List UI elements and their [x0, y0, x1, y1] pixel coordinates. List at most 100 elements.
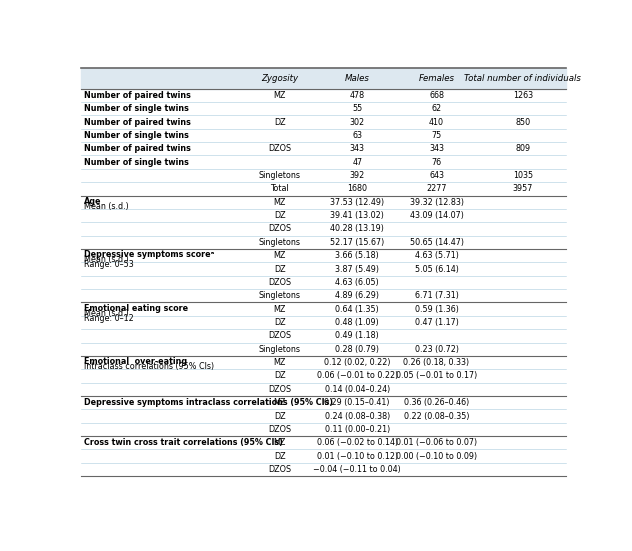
Text: DZOS: DZOS: [268, 278, 291, 287]
Text: MZ: MZ: [274, 358, 286, 367]
Text: 47: 47: [352, 158, 362, 166]
Text: MZ: MZ: [274, 198, 286, 207]
Text: 0.12 (0.02, 0.22): 0.12 (0.02, 0.22): [324, 358, 391, 367]
Text: 0.11 (0.00–0.21): 0.11 (0.00–0.21): [325, 425, 390, 434]
Text: 0.23 (0.72): 0.23 (0.72): [415, 345, 459, 354]
Text: DZOS: DZOS: [268, 425, 291, 434]
Text: Number of single twins: Number of single twins: [84, 131, 189, 140]
Text: 343: 343: [429, 144, 444, 153]
Text: 2277: 2277: [427, 185, 447, 193]
Text: DZOS: DZOS: [268, 331, 291, 341]
Text: 62: 62: [432, 104, 442, 113]
Text: 75: 75: [432, 131, 442, 140]
Text: MZ: MZ: [274, 398, 286, 407]
Text: 52.17 (15.67): 52.17 (15.67): [330, 238, 384, 247]
Text: 39.41 (13.02): 39.41 (13.02): [331, 211, 384, 220]
Text: Singletons: Singletons: [259, 171, 301, 180]
Text: 3.66 (5.18): 3.66 (5.18): [336, 251, 379, 260]
Text: 850: 850: [515, 117, 530, 127]
Text: 0.06 (−0.02 to 0.14): 0.06 (−0.02 to 0.14): [317, 438, 398, 447]
Text: Age: Age: [84, 197, 101, 206]
Text: 43.09 (14.07): 43.09 (14.07): [410, 211, 463, 220]
Text: Singletons: Singletons: [259, 345, 301, 354]
Text: DZ: DZ: [274, 318, 286, 327]
Text: 5.05 (6.14): 5.05 (6.14): [415, 264, 458, 273]
Text: 76: 76: [432, 158, 442, 166]
Text: 3957: 3957: [513, 185, 533, 193]
Text: 0.59 (1.36): 0.59 (1.36): [415, 305, 458, 314]
Text: 6.71 (7.31): 6.71 (7.31): [415, 291, 458, 300]
Text: 392: 392: [349, 171, 365, 180]
Text: 0.05 (−0.01 to 0.17): 0.05 (−0.01 to 0.17): [396, 371, 477, 380]
Text: 1263: 1263: [513, 91, 533, 100]
Text: Number of single twins: Number of single twins: [84, 158, 189, 166]
Text: DZOS: DZOS: [268, 144, 291, 153]
Text: 40.28 (13.19): 40.28 (13.19): [331, 224, 384, 234]
Text: 0.28 (0.79): 0.28 (0.79): [335, 345, 379, 354]
Text: Cross twin cross trait correlations (95% CIs): Cross twin cross trait correlations (95%…: [84, 438, 283, 447]
Text: 63: 63: [352, 131, 362, 140]
Text: MZ: MZ: [274, 438, 286, 447]
Text: DZOS: DZOS: [268, 385, 291, 394]
Text: DZOS: DZOS: [268, 465, 291, 474]
Text: Mean (s.d.): Mean (s.d.): [84, 202, 129, 211]
Text: Singletons: Singletons: [259, 238, 301, 247]
Text: 343: 343: [349, 144, 365, 153]
Text: 0.47 (1.17): 0.47 (1.17): [415, 318, 458, 327]
Text: 410: 410: [429, 117, 444, 127]
Text: 0.36 (0.26–0.46): 0.36 (0.26–0.46): [404, 398, 469, 407]
Text: 302: 302: [349, 117, 365, 127]
Text: 1680: 1680: [347, 185, 367, 193]
Text: Number of single twins: Number of single twins: [84, 104, 189, 113]
Text: Mean (s.d.): Mean (s.d.): [84, 309, 129, 318]
Text: MZ: MZ: [274, 91, 286, 100]
Text: 0.14 (0.04–0.24): 0.14 (0.04–0.24): [325, 385, 390, 394]
Text: 1035: 1035: [513, 171, 533, 180]
Text: 478: 478: [349, 91, 365, 100]
Text: Emotional  over-eating: Emotional over-eating: [84, 357, 187, 366]
Text: 0.22 (0.08–0.35): 0.22 (0.08–0.35): [404, 412, 470, 420]
Text: 0.64 (1.35): 0.64 (1.35): [336, 305, 379, 314]
Text: 0.26 (0.18, 0.33): 0.26 (0.18, 0.33): [403, 358, 470, 367]
Text: Range: 0–12: Range: 0–12: [84, 314, 133, 323]
Text: MZ: MZ: [274, 305, 286, 314]
Text: Females: Females: [418, 74, 454, 83]
Text: Mean (s.d.): Mean (s.d.): [84, 255, 129, 264]
Text: Total number of individuals: Total number of individuals: [465, 74, 581, 83]
Text: 4.89 (6.29): 4.89 (6.29): [335, 291, 379, 300]
Text: MZ: MZ: [274, 251, 286, 260]
Text: 0.48 (1.09): 0.48 (1.09): [336, 318, 379, 327]
Text: DZ: DZ: [274, 264, 286, 273]
Text: DZOS: DZOS: [268, 224, 291, 234]
Text: 0.24 (0.08–0.38): 0.24 (0.08–0.38): [325, 412, 390, 420]
Text: 0.49 (1.18): 0.49 (1.18): [336, 331, 379, 341]
Text: Total: Total: [270, 185, 289, 193]
Text: 4.63 (5.71): 4.63 (5.71): [415, 251, 458, 260]
Text: 668: 668: [429, 91, 444, 100]
Text: 643: 643: [429, 171, 444, 180]
Text: 809: 809: [515, 144, 530, 153]
Text: 0.29 (0.15–0.41): 0.29 (0.15–0.41): [324, 398, 390, 407]
Text: Intraclass correlations (95% CIs): Intraclass correlations (95% CIs): [84, 362, 214, 371]
Bar: [82, 68, 566, 89]
Text: Number of paired twins: Number of paired twins: [84, 91, 191, 100]
Text: 55: 55: [352, 104, 362, 113]
Text: 39.32 (12.83): 39.32 (12.83): [410, 198, 463, 207]
Text: Depressive symptoms intraclass correlations (95% CIs): Depressive symptoms intraclass correlati…: [84, 398, 333, 407]
Text: 0.06 (−0.01 to 0.22): 0.06 (−0.01 to 0.22): [317, 371, 398, 380]
Text: 3.87 (5.49): 3.87 (5.49): [335, 264, 379, 273]
Text: Emotional eating score: Emotional eating score: [84, 304, 188, 313]
Text: DZ: DZ: [274, 412, 286, 420]
Text: Males: Males: [345, 74, 370, 83]
Text: −0.04 (−0.11 to 0.04): −0.04 (−0.11 to 0.04): [313, 465, 401, 474]
Text: DZ: DZ: [274, 117, 286, 127]
Text: Number of paired twins: Number of paired twins: [84, 144, 191, 153]
Text: 37.53 (12.49): 37.53 (12.49): [330, 198, 384, 207]
Text: 50.65 (14.47): 50.65 (14.47): [410, 238, 463, 247]
Text: DZ: DZ: [274, 452, 286, 461]
Text: Number of paired twins: Number of paired twins: [84, 117, 191, 127]
Text: 0.00 (−0.10 to 0.09): 0.00 (−0.10 to 0.09): [396, 452, 477, 461]
Text: Depressive symptoms scoreᵃ: Depressive symptoms scoreᵃ: [84, 250, 214, 260]
Text: 4.63 (6.05): 4.63 (6.05): [336, 278, 379, 287]
Text: 0.01 (−0.06 to 0.07): 0.01 (−0.06 to 0.07): [396, 438, 477, 447]
